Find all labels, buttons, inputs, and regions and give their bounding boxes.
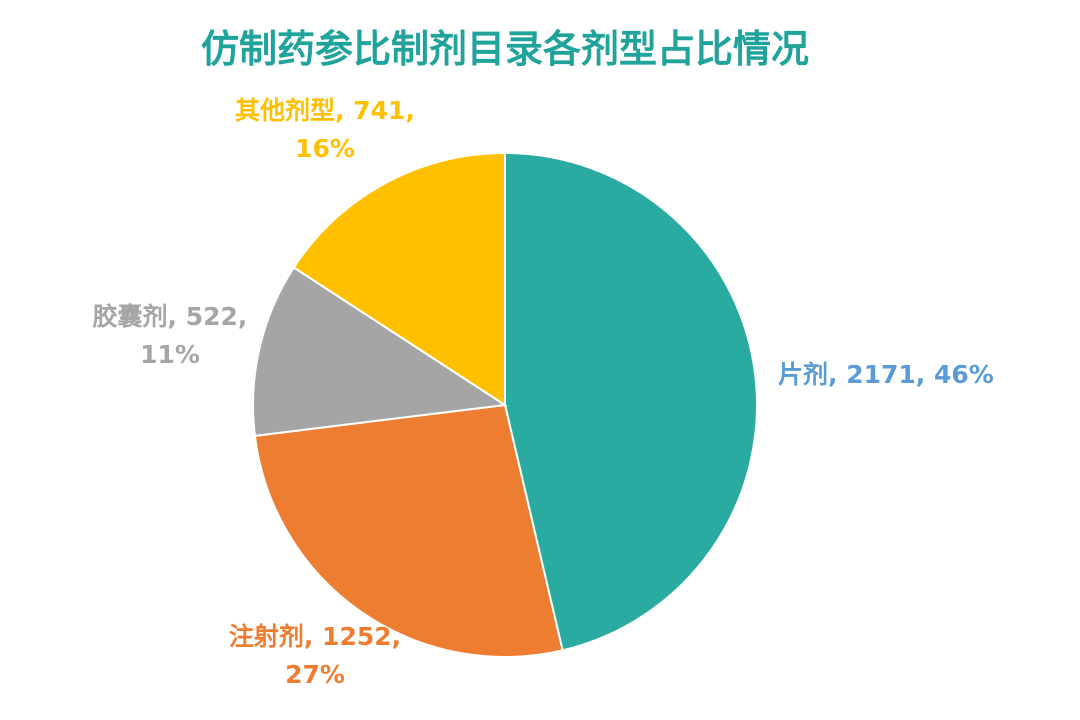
data-label: 胶囊剂, 522, 11% [92, 302, 248, 369]
pie-slice [252, 266, 508, 437]
pie-slice [504, 151, 758, 652]
data-label: 注射剂, 1252, 27% [228, 622, 402, 689]
data-label: 片剂, 2171, 46% [778, 360, 994, 389]
pie-slice [253, 403, 564, 658]
pie-slice [292, 151, 506, 407]
data-label: 其他剂型, 741, 16% [235, 96, 415, 163]
chart-title: 仿制药参比制剂目录各剂型占比情况 [200, 27, 809, 71]
